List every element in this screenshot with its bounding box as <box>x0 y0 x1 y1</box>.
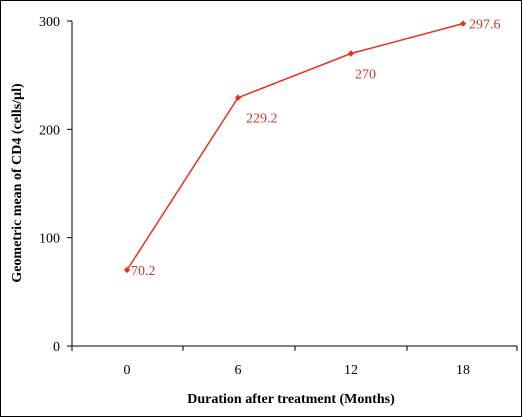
data-point <box>347 50 355 57</box>
chart-axes <box>71 21 517 347</box>
series-group: 70.2 229.2 270 297.6 <box>123 18 501 279</box>
x-ticks: 0 6 12 18 <box>71 346 518 378</box>
data-point <box>459 20 467 27</box>
x-tick-label: 0 <box>124 363 131 378</box>
data-label: 229.2 <box>246 112 278 127</box>
x-axis-title: Duration after treatment (Months) <box>187 392 395 407</box>
data-point <box>234 94 242 101</box>
y-tick-label: 100 <box>39 232 60 247</box>
x-tick-label: 6 <box>235 363 242 378</box>
y-ticks: 0 100 200 300 <box>39 15 72 355</box>
y-tick-label: 0 <box>53 340 60 355</box>
y-axis-title: Geometric mean of CD4 (cells/µl) <box>10 83 25 283</box>
data-label: 270 <box>355 68 376 83</box>
x-tick-label: 18 <box>456 363 470 378</box>
y-tick-label: 300 <box>39 15 60 30</box>
data-label: 297.6 <box>469 18 501 33</box>
series-line <box>126 22 464 271</box>
y-tick-label: 200 <box>39 123 60 138</box>
data-label: 70.2 <box>131 264 156 279</box>
x-tick-label: 12 <box>344 363 358 378</box>
